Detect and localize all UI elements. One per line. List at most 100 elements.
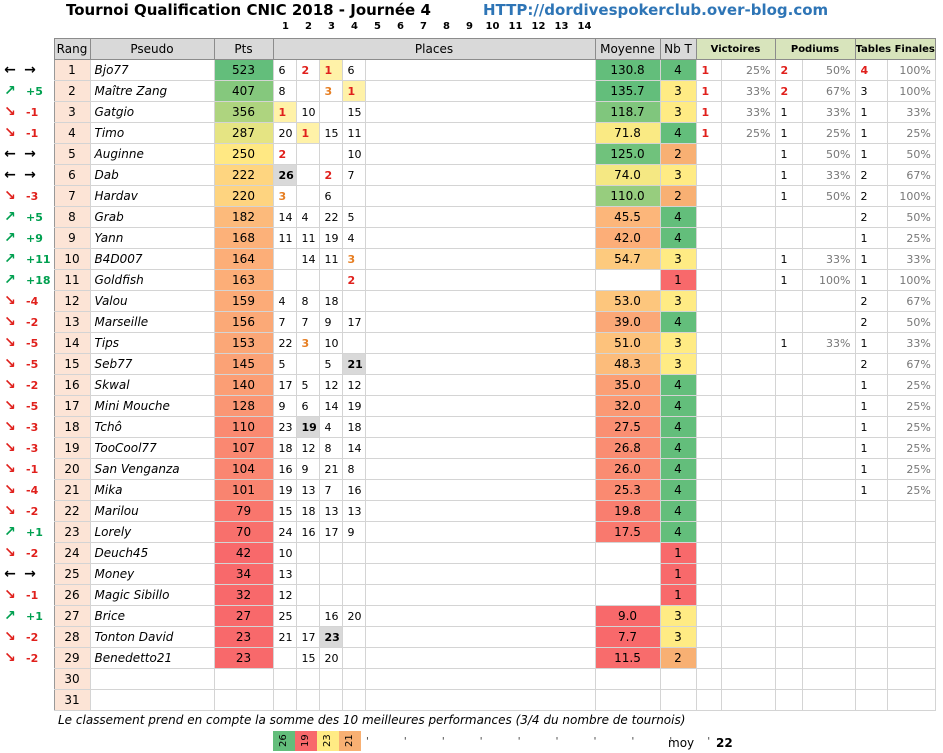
podiums-count[interactable] [774, 479, 803, 501]
podiums-pct[interactable] [801, 500, 856, 522]
moyenne-cell[interactable]: 130.8 [594, 59, 661, 81]
nbt-cell[interactable]: 4 [659, 227, 697, 249]
pseudo-cell[interactable]: Yann [89, 227, 215, 249]
podiums-count[interactable]: 2 [774, 59, 803, 81]
podiums-count[interactable] [774, 542, 803, 564]
rang-cell[interactable]: 26 [53, 584, 91, 606]
victoires-count[interactable] [695, 395, 722, 417]
place-cell[interactable]: 1 [272, 101, 297, 123]
rang-cell[interactable]: 29 [53, 647, 91, 669]
tables-pct[interactable] [887, 647, 936, 669]
rang-cell[interactable]: 9 [53, 227, 91, 249]
rang-cell[interactable]: 30 [53, 668, 91, 690]
place-cell[interactable]: 1 [295, 122, 320, 144]
pseudo-cell[interactable]: Marilou [89, 500, 215, 522]
victoires-count[interactable] [695, 164, 722, 186]
place-cell[interactable] [295, 185, 320, 207]
place-cell[interactable] [318, 689, 343, 711]
podiums-count[interactable] [774, 626, 803, 648]
victoires-count[interactable] [695, 227, 722, 249]
tables-count[interactable]: 1 [854, 227, 889, 249]
place-cell[interactable]: 3 [318, 80, 343, 102]
victoires-count[interactable] [695, 479, 722, 501]
place-cell[interactable]: 15 [272, 500, 297, 522]
pts-cell[interactable]: 70 [213, 521, 274, 543]
place-cell[interactable] [318, 269, 343, 291]
place-cell[interactable]: 7 [318, 479, 343, 501]
victoires-pct[interactable] [720, 353, 776, 375]
tables-count[interactable] [854, 626, 889, 648]
pts-cell[interactable]: 32 [213, 584, 274, 606]
podiums-pct[interactable] [801, 206, 856, 228]
tables-count[interactable] [854, 542, 889, 564]
place-cell[interactable]: 5 [341, 206, 366, 228]
pseudo-cell[interactable]: Mini Mouche [89, 395, 215, 417]
header-places[interactable]: Places [272, 38, 596, 60]
nbt-cell[interactable] [659, 668, 697, 690]
podiums-pct[interactable]: 25% [801, 122, 856, 144]
header-podiums[interactable]: Podiums [774, 38, 856, 60]
moyenne-cell[interactable] [594, 668, 661, 690]
podiums-pct[interactable] [801, 605, 856, 627]
tables-pct[interactable]: 33% [887, 248, 936, 270]
victoires-pct[interactable] [720, 227, 776, 249]
victoires-pct[interactable] [720, 647, 776, 669]
pseudo-cell[interactable]: Timo [89, 122, 215, 144]
pts-cell[interactable]: 107 [213, 437, 274, 459]
nbt-cell[interactable]: 4 [659, 374, 697, 396]
moyenne-cell[interactable]: 125.0 [594, 143, 661, 165]
nbt-cell[interactable]: 3 [659, 290, 697, 312]
victoires-count[interactable]: 1 [695, 101, 722, 123]
victoires-count[interactable]: 1 [695, 122, 722, 144]
place-cell[interactable]: 26 [272, 164, 297, 186]
place-cell[interactable]: 18 [341, 416, 366, 438]
pseudo-cell[interactable] [89, 689, 215, 711]
podiums-count[interactable]: 1 [774, 143, 803, 165]
pseudo-cell[interactable]: Brice [89, 605, 215, 627]
moyenne-cell[interactable]: 51.0 [594, 332, 661, 354]
place-cell[interactable]: 2 [295, 59, 320, 81]
place-cell[interactable]: 14 [341, 437, 366, 459]
podiums-pct[interactable]: 50% [801, 185, 856, 207]
place-cell[interactable]: 18 [318, 290, 343, 312]
nbt-cell[interactable]: 1 [659, 542, 697, 564]
pts-cell[interactable] [213, 689, 274, 711]
place-cell[interactable]: 19 [341, 395, 366, 417]
place-cell[interactable]: 7 [341, 164, 366, 186]
victoires-pct[interactable] [720, 290, 776, 312]
victoires-pct[interactable] [720, 248, 776, 270]
place-cell[interactable] [341, 185, 366, 207]
victoires-count[interactable] [695, 311, 722, 333]
pseudo-cell[interactable] [89, 668, 215, 690]
tables-count[interactable]: 3 [854, 80, 889, 102]
tables-count[interactable]: 2 [854, 206, 889, 228]
victoires-count[interactable] [695, 521, 722, 543]
pts-cell[interactable]: 153 [213, 332, 274, 354]
rang-cell[interactable]: 11 [53, 269, 91, 291]
pts-cell[interactable]: 128 [213, 395, 274, 417]
pts-cell[interactable]: 79 [213, 500, 274, 522]
pts-cell[interactable]: 222 [213, 164, 274, 186]
podiums-count[interactable] [774, 311, 803, 333]
place-cell[interactable]: 16 [295, 521, 320, 543]
tables-count[interactable] [854, 605, 889, 627]
pts-cell[interactable]: 168 [213, 227, 274, 249]
tables-count[interactable]: 2 [854, 290, 889, 312]
place-cell[interactable]: 1 [318, 59, 343, 81]
pts-cell[interactable]: 34 [213, 563, 274, 585]
victoires-count[interactable] [695, 185, 722, 207]
nbt-cell[interactable]: 4 [659, 500, 697, 522]
pts-cell[interactable]: 250 [213, 143, 274, 165]
nbt-cell[interactable]: 3 [659, 605, 697, 627]
moyenne-cell[interactable]: 19.8 [594, 500, 661, 522]
place-cell[interactable]: 3 [272, 185, 297, 207]
moyenne-cell[interactable]: 45.5 [594, 206, 661, 228]
moyenne-cell[interactable]: 39.0 [594, 311, 661, 333]
podiums-pct[interactable]: 50% [801, 59, 856, 81]
place-cell[interactable]: 18 [272, 437, 297, 459]
pseudo-cell[interactable]: Deuch45 [89, 542, 215, 564]
tables-pct[interactable] [887, 542, 936, 564]
place-cell[interactable]: 4 [295, 206, 320, 228]
place-cell[interactable]: 7 [295, 311, 320, 333]
pts-cell[interactable] [213, 668, 274, 690]
